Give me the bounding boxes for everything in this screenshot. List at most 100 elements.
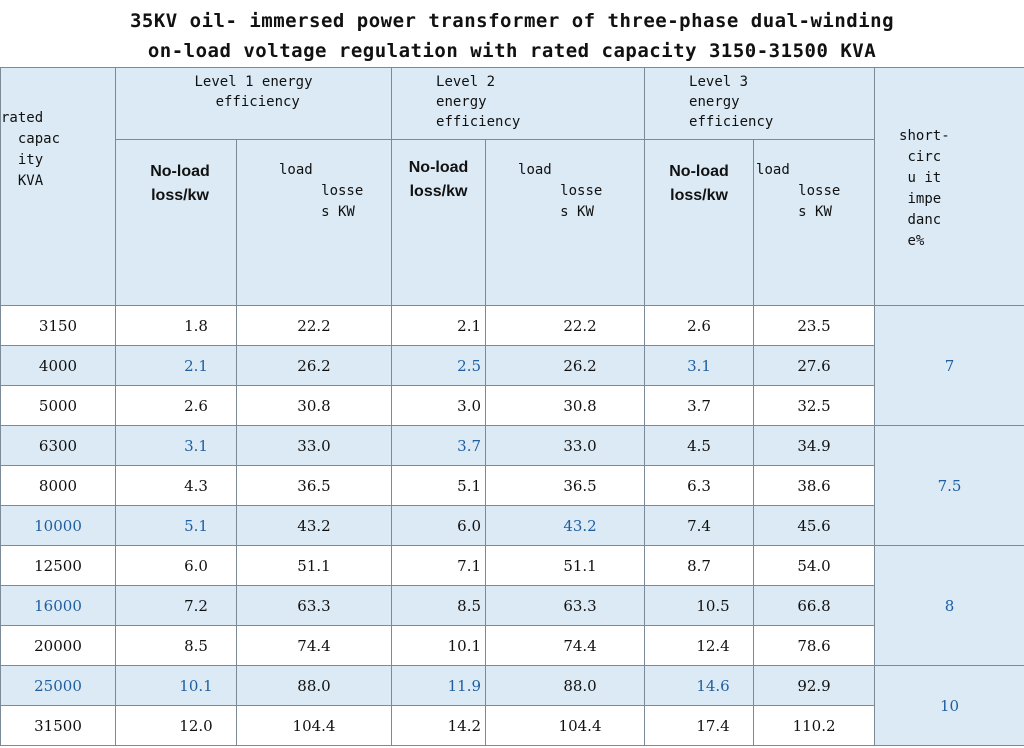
title-line-2: on-load voltage regulation with rated ca…: [147, 40, 877, 62]
cell-l1-noload: 4.3: [115, 465, 237, 506]
cell-l1-noload: 2.6: [115, 385, 237, 426]
cell-l1-load: 22.2: [235, 305, 393, 346]
cell-l2-load: 63.3: [485, 585, 646, 626]
header-l2-noload: No-load loss/kw: [391, 139, 487, 306]
cell-short-circuit: 10: [874, 665, 1024, 746]
cell-l1-noload: 2.1: [115, 345, 237, 386]
page-title: 35KV oil- immersed power transformer of …: [0, 6, 1024, 66]
header-level-1: Level 1 energy efficiency: [114, 67, 393, 140]
cell-l2-noload: 11.9: [391, 665, 487, 706]
cell-l2-noload: 14.2: [391, 705, 487, 746]
cell-l3-noload: 6.3: [644, 465, 755, 506]
cell-l2-load: 33.0: [485, 425, 646, 466]
transformer-table: rated capac ity KVA Level 1 energy effic…: [0, 67, 1024, 746]
cell-l2-load: 30.8: [485, 385, 646, 426]
table-row: 3150 1.8 22.2 2.1 22.2 2.6 23.5 7: [0, 305, 1024, 426]
table-row: 25000 10.1 88.0 11.9 88.0 14.6 92.9 10: [0, 665, 1024, 746]
cell-l1-load: 33.0: [235, 425, 393, 466]
cell-l3-load: 54.0: [753, 545, 876, 586]
cell-l2-noload: 2.1: [391, 305, 487, 346]
cell-capacity: 31500: [0, 705, 116, 746]
header-l3-load: load losse s KW: [753, 139, 876, 306]
cell-capacity: 10000: [0, 505, 116, 546]
header-l2-load: load losse s KW: [485, 139, 646, 306]
cell-l3-noload: 14.6: [644, 665, 755, 706]
cell-l3-load: 45.6: [753, 505, 876, 546]
cell-l1-noload: 6.0: [115, 545, 237, 586]
cell-l3-load: 38.6: [753, 465, 876, 506]
cell-l1-noload: 10.1: [115, 665, 237, 706]
table-row: 31500 12.0 104.4 14.2 104.4 17.4 110.2: [0, 705, 1024, 746]
cell-l3-load: 27.6: [753, 345, 876, 386]
cell-l3-noload: 2.6: [644, 305, 755, 346]
cell-l1-noload: 3.1: [115, 425, 237, 466]
cell-l2-noload: 2.5: [391, 345, 487, 386]
cell-capacity: 6300: [0, 425, 116, 466]
cell-l3-noload: 7.4: [644, 505, 755, 546]
cell-l3-noload: 8.7: [644, 545, 755, 586]
cell-l1-noload: 12.0: [115, 705, 237, 746]
header-rated-capacity: rated capac ity KVA: [0, 67, 116, 306]
cell-l2-load: 104.4: [485, 705, 646, 746]
header-level-2: Level 2 energy efficiency: [391, 67, 646, 140]
cell-capacity: 25000: [0, 665, 116, 706]
cell-l1-load: 26.2: [235, 345, 393, 386]
cell-capacity: 8000: [0, 465, 116, 506]
table-row: 4000 2.1 26.2 2.5 26.2 3.1 27.6: [0, 345, 1024, 386]
cell-l1-load: 30.8: [235, 385, 393, 426]
table-row: 10000 5.1 43.2 6.0 43.2 7.4 45.6: [0, 505, 1024, 546]
cell-l2-load: 22.2: [485, 305, 646, 346]
cell-l3-load: 92.9: [753, 665, 876, 706]
cell-l2-noload: 5.1: [391, 465, 487, 506]
header-l1-noload: No-load loss/kw: [115, 139, 237, 306]
cell-short-circuit: 7: [874, 305, 1024, 426]
cell-l3-noload: 12.4: [644, 625, 755, 666]
cell-capacity: 5000: [0, 385, 116, 426]
cell-l3-load: 66.8: [753, 585, 876, 626]
cell-l3-noload: 10.5: [644, 585, 755, 626]
cell-capacity: 12500: [0, 545, 116, 586]
cell-l3-noload: 17.4: [644, 705, 755, 746]
cell-l1-noload: 7.2: [115, 585, 237, 626]
cell-l3-noload: 3.1: [644, 345, 755, 386]
cell-l1-load: 88.0: [235, 665, 393, 706]
header-short-circuit-impedance: short- circ u it impe danc e%: [874, 67, 1024, 306]
table-row: 16000 7.2 63.3 8.5 63.3 10.5 66.8: [0, 585, 1024, 626]
cell-l3-load: 110.2: [753, 705, 876, 746]
cell-l3-load: 23.5: [753, 305, 876, 346]
table-row: 6300 3.1 33.0 3.7 33.0 4.5 34.9 7.5: [0, 425, 1024, 546]
cell-short-circuit: 7.5: [874, 425, 1024, 546]
cell-l2-load: 36.5: [485, 465, 646, 506]
cell-l2-noload: 6.0: [391, 505, 487, 546]
cell-capacity: 16000: [0, 585, 116, 626]
cell-short-circuit: 8: [874, 545, 1024, 666]
cell-l3-load: 32.5: [753, 385, 876, 426]
cell-capacity: 3150: [0, 305, 116, 346]
cell-capacity: 4000: [0, 345, 116, 386]
cell-l1-load: 63.3: [235, 585, 393, 626]
title-line-1: 35KV oil- immersed power transformer of …: [129, 10, 895, 32]
cell-capacity: 20000: [0, 625, 116, 666]
cell-l2-load: 51.1: [485, 545, 646, 586]
cell-l2-noload: 10.1: [391, 625, 487, 666]
cell-l3-noload: 4.5: [644, 425, 755, 466]
cell-l1-load: 51.1: [235, 545, 393, 586]
cell-l2-load: 26.2: [485, 345, 646, 386]
cell-l1-noload: 5.1: [115, 505, 237, 546]
table-row: 20000 8.5 74.4 10.1 74.4 12.4 78.6: [0, 625, 1024, 666]
header-l3-noload: No-load loss/kw: [644, 139, 755, 306]
cell-l1-load: 74.4: [235, 625, 393, 666]
cell-l2-noload: 3.7: [391, 425, 487, 466]
cell-l1-load: 36.5: [235, 465, 393, 506]
cell-l2-load: 43.2: [485, 505, 646, 546]
cell-l2-load: 74.4: [485, 625, 646, 666]
cell-l2-noload: 3.0: [391, 385, 487, 426]
cell-l1-noload: 8.5: [115, 625, 237, 666]
cell-l2-load: 88.0: [485, 665, 646, 706]
header-level-3: Level 3 energy efficiency: [644, 67, 876, 140]
table-row: 5000 2.6 30.8 3.0 30.8 3.7 32.5: [0, 385, 1024, 426]
cell-l1-load: 43.2: [235, 505, 393, 546]
cell-l2-noload: 8.5: [391, 585, 487, 626]
header-l1-load: load losse s KW: [235, 139, 393, 306]
cell-l1-noload: 1.8: [115, 305, 237, 346]
